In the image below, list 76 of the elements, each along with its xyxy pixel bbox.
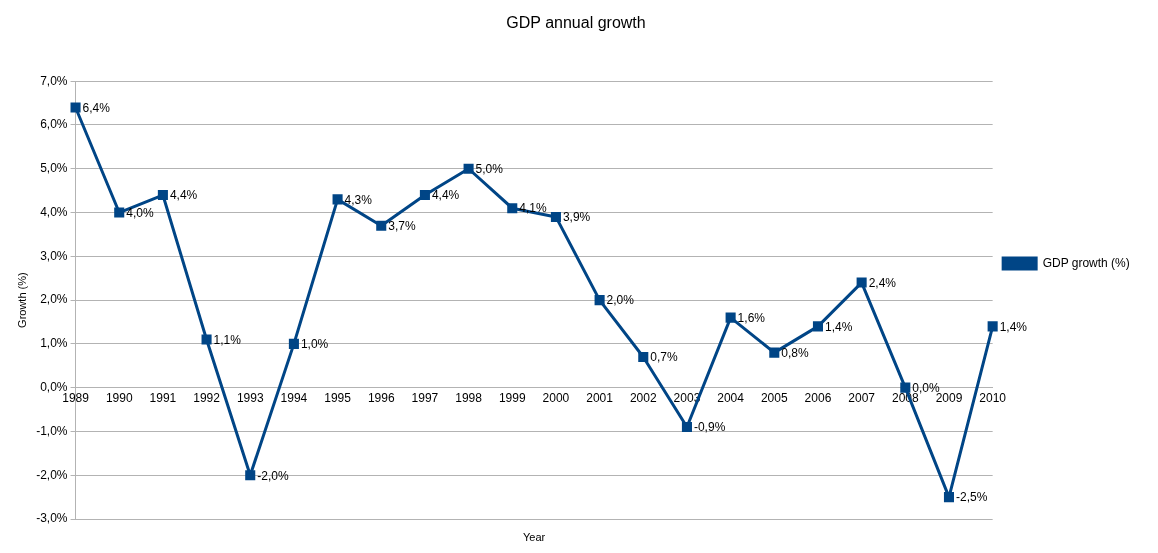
x-tick-label: 1994 [280, 391, 308, 406]
data-label: 0,8% [781, 345, 809, 360]
y-tick-label: 2,0% [40, 292, 68, 307]
data-label: 1,4% [999, 319, 1028, 334]
data-label: 4,3% [344, 192, 373, 207]
x-tick-label: 2005 [760, 391, 788, 406]
x-tick-label: 1997 [411, 391, 439, 406]
y-tick-label: 7,0% [40, 73, 68, 88]
chart-title: GDP annual growth [506, 14, 646, 32]
point [245, 470, 256, 481]
data-label: -2,0% [257, 468, 289, 483]
x-tick-label: 1999 [498, 391, 526, 406]
data-label: 4,4% [431, 188, 460, 203]
data-label: 4,0% [126, 205, 154, 220]
x-tick-label: 1998 [455, 391, 483, 406]
data-label: 3,9% [562, 210, 591, 225]
legend-label: GDP growth (%) [1042, 255, 1130, 270]
data-label: 2,4% [868, 275, 897, 290]
data-label: 0,7% [650, 350, 678, 365]
y-tick-label: -1,0% [36, 423, 68, 438]
y-tick-label: 0,0% [40, 379, 68, 394]
y-tick-label: 4,0% [40, 204, 68, 219]
point [900, 382, 911, 393]
x-tick-label: 1996 [367, 391, 395, 406]
point [419, 189, 430, 201]
point [70, 102, 81, 113]
point [550, 211, 561, 222]
x-tick-label: 2001 [586, 391, 614, 406]
x-axis-title: Year [522, 530, 546, 543]
point [812, 321, 823, 332]
point [769, 347, 780, 358]
x-tick-label: 2000 [542, 391, 570, 406]
point [332, 194, 343, 205]
point [463, 163, 474, 174]
point [507, 203, 518, 214]
x-tick-label: 1991 [149, 391, 177, 406]
x-tick-label: 2007 [848, 391, 876, 406]
x-tick-label: 1992 [193, 391, 221, 406]
data-label: 1,0% [300, 337, 329, 352]
x-tick-label: 2010 [979, 391, 1007, 406]
point [638, 351, 649, 363]
point [987, 321, 998, 332]
data-label: 4,4% [169, 188, 198, 203]
data-label: 1,4% [824, 319, 853, 334]
y-tick-label: 1,0% [40, 336, 68, 351]
x-tick-label: 1989 [62, 391, 90, 406]
x-tick-label: 2002 [629, 391, 657, 406]
x-tick-label: 1990 [105, 391, 133, 406]
data-label: -2,5% [955, 490, 988, 505]
data-label: 5,0% [475, 162, 504, 177]
data-label: 1,6% [737, 310, 766, 325]
y-tick-label: 5,0% [40, 161, 68, 176]
point [594, 295, 605, 306]
point [725, 312, 736, 323]
x-tick-label: 1995 [324, 391, 352, 406]
point [114, 207, 125, 218]
data-label: 2,0% [606, 293, 635, 308]
point [288, 338, 299, 349]
x-tick-label: 2006 [804, 391, 832, 406]
data-label: 3,7% [388, 218, 416, 233]
data-label: 1,1% [213, 332, 242, 347]
y-tick-label: 3,0% [40, 248, 68, 263]
point [681, 422, 692, 433]
point [376, 220, 387, 231]
data-label: 6,4% [82, 100, 111, 115]
x-tick-label: 2004 [717, 391, 745, 406]
y-tick-label: -3,0% [36, 511, 68, 526]
point [856, 277, 867, 288]
x-tick-label: 1993 [236, 391, 264, 406]
point [201, 334, 212, 345]
point [943, 492, 955, 503]
y-tick-label: -2,0% [36, 467, 68, 482]
y-axis-title: Growth (%) [15, 272, 28, 328]
data-label: -0,9% [693, 420, 726, 435]
y-tick-label: 6,0% [40, 117, 68, 132]
point [157, 189, 168, 201]
